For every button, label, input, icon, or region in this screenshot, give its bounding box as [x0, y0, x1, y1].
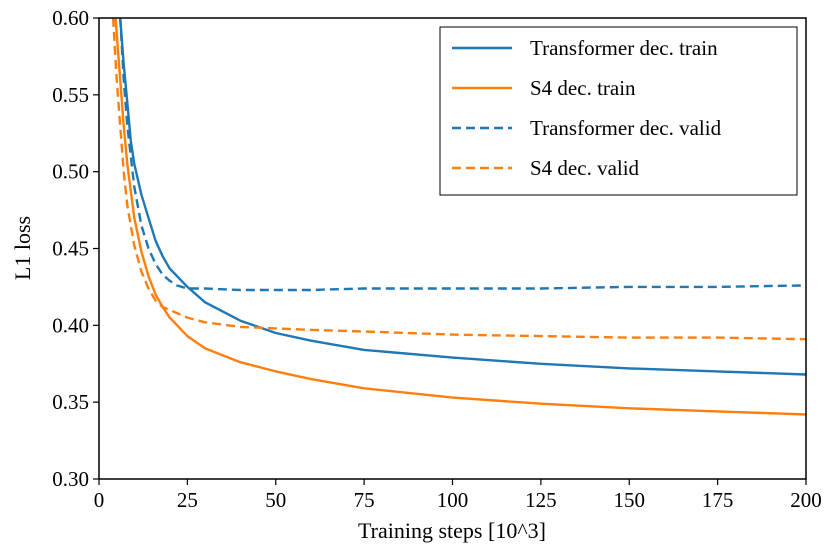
legend-label-4: S4 dec. valid — [530, 156, 640, 180]
y-axis-label: L1 loss — [10, 216, 35, 280]
x-tick-label: 0 — [94, 488, 105, 512]
x-tick-label: 50 — [265, 488, 286, 512]
y-tick-label: 0.55 — [52, 83, 89, 107]
y-tick-label: 0.50 — [52, 160, 89, 184]
y-tick-label: 0.40 — [52, 313, 89, 337]
x-tick-label: 200 — [790, 488, 822, 512]
series-line-4 — [111, 18, 806, 341]
x-tick-label: 75 — [354, 488, 375, 512]
legend: Transformer dec. train S4 dec. train Trans… — [439, 26, 798, 196]
y-tick-label: 0.35 — [52, 390, 89, 414]
series-layer — [111, 18, 806, 416]
y-tick-label: 0.30 — [52, 467, 89, 491]
y-tick-label: 0.60 — [52, 6, 89, 30]
x-tick-label: 125 — [525, 488, 557, 512]
x-tick-label: 175 — [702, 488, 734, 512]
legend-label-2: S4 dec. train — [530, 76, 636, 100]
x-tick-label: 100 — [437, 488, 469, 512]
y-tick-label: 0.45 — [52, 237, 89, 261]
series-line-3 — [119, 18, 806, 292]
x-tick-label: 150 — [614, 488, 646, 512]
legend-label-3: Transformer dec. valid — [530, 116, 722, 140]
series-line-2 — [114, 18, 806, 416]
y-axis: 0.30 0.35 0.40 0.45 0.50 0.55 0.60 — [52, 6, 99, 491]
x-axis-label: Training steps [10^3] — [358, 518, 546, 543]
x-tick-label: 25 — [177, 488, 198, 512]
legend-label-1: Transformer dec. train — [530, 36, 718, 60]
x-axis: 0 25 50 75 100 125 150 175 200 — [94, 479, 822, 512]
series-line-1 — [118, 18, 806, 376]
